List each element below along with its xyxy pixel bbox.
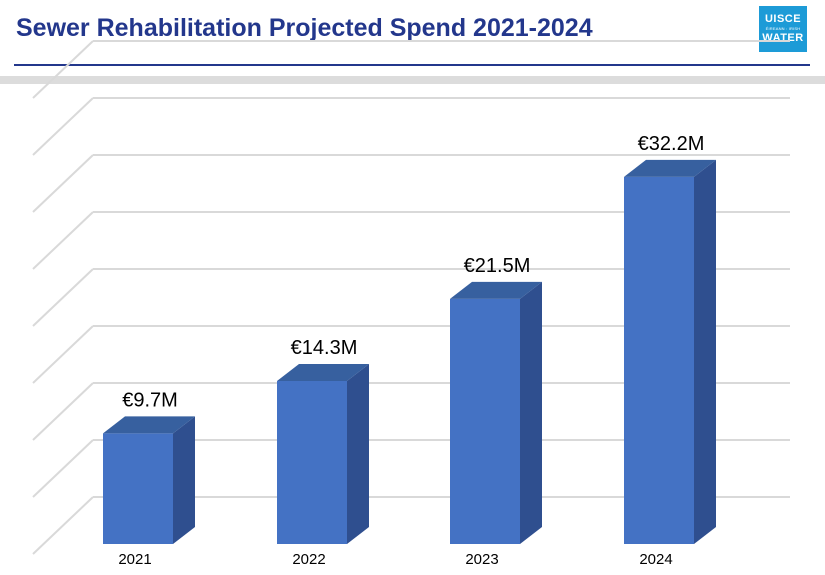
title-underline [14,64,810,66]
bar-front [450,298,520,544]
logo-line-1: UISCE [764,13,802,25]
logo-line-3: WATER [762,32,804,44]
gridline-depth [32,382,94,441]
bar-top [450,281,542,299]
gridline-depth [32,496,94,555]
page-title: Sewer Rehabilitation Projected Spend 202… [16,14,593,42]
gridline-depth [32,439,94,498]
bar-top [103,416,195,434]
x-tick-label: 2024 [639,551,672,568]
bar-front [277,380,347,544]
data-label: €14.3M [291,337,358,359]
bar-side [173,416,195,544]
bar-side [694,159,716,545]
bar-top [277,363,369,381]
x-tick-label: 2023 [465,551,498,568]
gridline-depth [32,97,94,156]
gridline-depth [32,268,94,327]
x-tick-label: 2021 [118,551,151,568]
header-band [0,76,825,84]
bar-side [347,363,369,544]
logo-line-2: ÉIREANN : IRISH [765,26,801,31]
data-label: €21.5M [464,255,531,277]
gridline-depth [32,325,94,384]
data-label: €9.7M [122,389,178,411]
gridline-depth [32,154,94,213]
bar-side [520,281,542,544]
bar-front [624,176,694,545]
uisce-eireann-logo: UISCE ÉIREANN : IRISH WATER [759,6,807,52]
bar-top [624,159,716,177]
gridline-depth [32,40,94,99]
gridline-depth [32,211,94,270]
data-label: €32.2M [638,133,705,155]
bar-front [103,433,173,544]
x-tick-label: 2022 [292,551,325,568]
